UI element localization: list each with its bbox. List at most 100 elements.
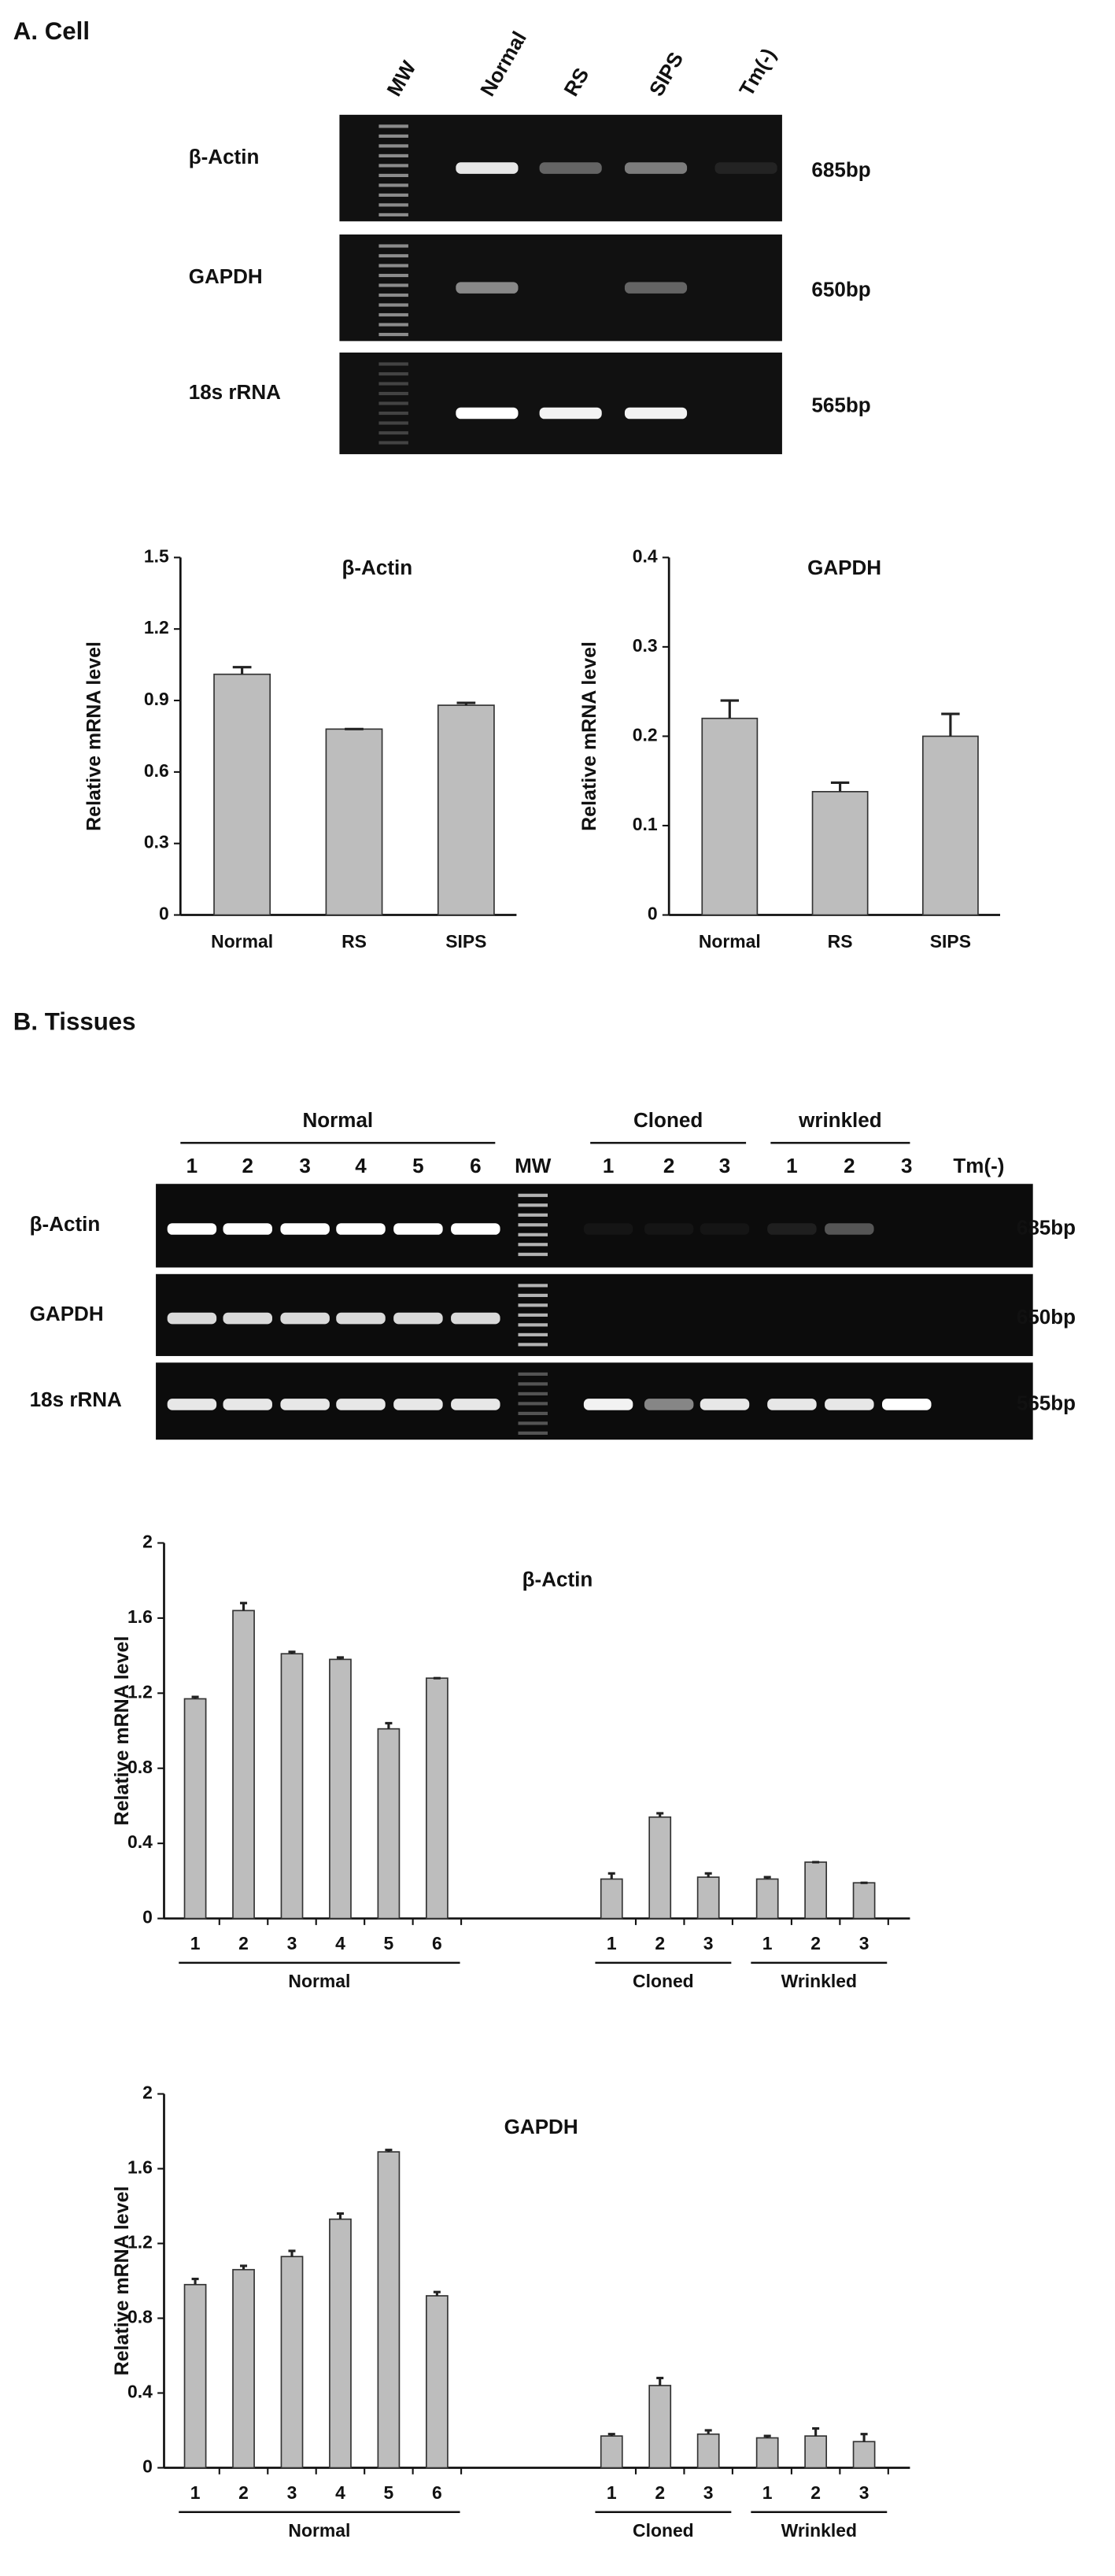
y-tick-label: 2 [142,2083,153,2103]
gel-band [882,1399,932,1410]
gel-ladder [518,1293,548,1297]
bar [852,1882,876,1920]
x-tick-label: 6 [432,2482,442,2503]
lane-label: 1 [186,1154,198,1177]
chart-title: GAPDH [504,2115,578,2138]
y-tick-label: 0.3 [144,832,169,852]
y-axis-label: Relative mRNA level [83,641,105,831]
band-size: 650bp [1017,1305,1076,1329]
bar [437,704,495,916]
gel-ladder [518,1421,548,1425]
error-bar [288,1650,296,1654]
bar [648,1816,672,1920]
x-tick-label: 5 [384,1933,394,1953]
gel-ladder [378,421,408,425]
row-label: GAPDH [189,264,263,288]
gel-band [624,282,688,294]
error-bar [607,2433,615,2437]
x-tick-label: Normal [699,931,761,952]
gel-ladder [518,1203,548,1207]
gel-band [583,1399,633,1410]
gel-band [167,1223,217,1235]
gel-ladder [378,273,408,278]
x-tick-label: 1 [762,1933,773,1953]
gel-band [223,1399,272,1410]
error-bar [763,2434,771,2438]
gel-ladder [378,293,408,298]
bar [600,1878,623,1920]
gel-ladder [378,323,408,327]
y-tick-label: 0.9 [144,689,169,709]
gel-ladder [378,183,408,187]
gel-band [644,1223,694,1235]
gel-ladder [378,283,408,287]
group-label: wrinkled [798,1108,882,1132]
y-tick-label: 1.2 [144,617,169,638]
band-size: 685bp [1017,1215,1076,1239]
y-tick-label: 0 [159,904,169,924]
band-size: 565bp [811,394,870,417]
y-tick-label: 0.3 [633,635,658,656]
group-label: Cloned [633,1108,703,1132]
error-bar [656,2376,664,2386]
gel-ladder [378,164,408,168]
y-tick-label: 1.5 [144,545,169,566]
x-tick-label: 2 [655,1933,665,1953]
x-tick-label: 2 [238,1933,249,1953]
x-tick-label: 1 [190,1933,201,1953]
y-tick-label: 0.1 [633,814,658,834]
group-label: Cloned [633,1971,694,1991]
bar [921,735,979,916]
gel-band [583,1223,633,1235]
x-tick-label: RS [828,931,853,952]
x-tick-label: 3 [287,2482,297,2503]
gel-band [336,1223,386,1235]
y-tick-label: 0.8 [127,2307,153,2327]
gel-ladder [518,1332,548,1336]
gel-ladder [378,371,408,376]
bar [852,2441,876,2469]
error-bar [232,666,252,674]
error-bar [191,1695,199,1699]
group-label: Normal [302,1108,373,1132]
gel-ladder [378,431,408,435]
gel-band [280,1312,330,1325]
lane-label: SIPS [644,48,689,100]
gel-band [624,407,688,419]
gel-ladder [518,1233,548,1236]
panel-heading: B. Tissues [13,1007,136,1035]
gel-ladder [378,411,408,416]
y-tick-label: 0 [142,2456,153,2477]
gel-band [393,1399,443,1410]
y-tick-label: 0.6 [144,760,169,781]
lane-label: 2 [844,1154,855,1177]
error-bar [191,2278,199,2285]
gel-band [451,1223,500,1235]
bar [804,1861,828,1920]
gel-ladder [518,1243,548,1247]
gel-ladder [378,362,408,366]
gel-ladder [378,144,408,148]
lane-label: 3 [299,1154,310,1177]
x-tick-label: 4 [335,1933,345,1953]
chart-title: GAPDH [807,556,881,579]
x-tick-label: 2 [810,1933,821,1953]
x-tick-label: 3 [859,1933,869,1953]
error-bar [336,1656,344,1660]
gel-ladder [518,1223,548,1227]
bar [329,2218,352,2469]
y-tick-label: 2 [142,1532,153,1552]
y-tick-label: 0 [142,1907,153,1927]
y-tick-label: 0.4 [633,545,658,566]
gel-ladder [378,332,408,337]
gel-ladder [378,173,408,178]
row-label: β-Actin [189,145,260,168]
gel-ladder [378,253,408,258]
bar [755,2437,779,2469]
bar [377,1728,401,1920]
lane-label: 4 [355,1154,367,1177]
lane-label: 2 [663,1154,674,1177]
error-bar [385,2149,393,2153]
x-tick-label: SIPS [445,931,486,952]
